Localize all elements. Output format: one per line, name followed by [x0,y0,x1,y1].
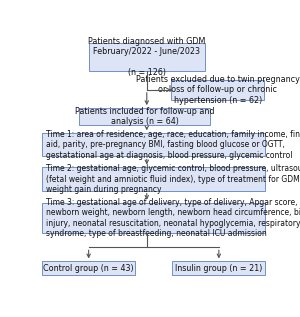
Text: Patients diagnosed with GDM
February/2022 - June/2023

(n = 126): Patients diagnosed with GDM February/202… [88,37,206,77]
FancyBboxPatch shape [89,43,205,71]
Text: Control group (n = 43): Control group (n = 43) [43,264,134,273]
FancyBboxPatch shape [172,262,266,275]
Text: Patients excluded due to twin pregnancy
or loss of follow-up or chronic
hyperten: Patients excluded due to twin pregnancy … [136,75,300,105]
Text: Time 2: gestational age, glycemic control, blood pressure, ultrasound
(fetal wei: Time 2: gestational age, glycemic contro… [46,164,300,194]
Text: Time 1: area of residence, age, race, education, family income, financial
aid, p: Time 1: area of residence, age, race, ed… [46,130,300,160]
Text: Time 3: gestational age of delivery, type of delivery, Apgar score,
newborn weig: Time 3: gestational age of delivery, typ… [46,198,300,238]
Text: Patients included for follow-up and
analysis (n = 64): Patients included for follow-up and anal… [75,107,214,126]
FancyBboxPatch shape [79,108,210,125]
FancyBboxPatch shape [171,80,264,100]
FancyBboxPatch shape [42,203,266,233]
FancyBboxPatch shape [42,133,266,156]
FancyBboxPatch shape [42,167,266,191]
Text: Insulin group (n = 21): Insulin group (n = 21) [175,264,262,273]
FancyBboxPatch shape [42,262,135,275]
